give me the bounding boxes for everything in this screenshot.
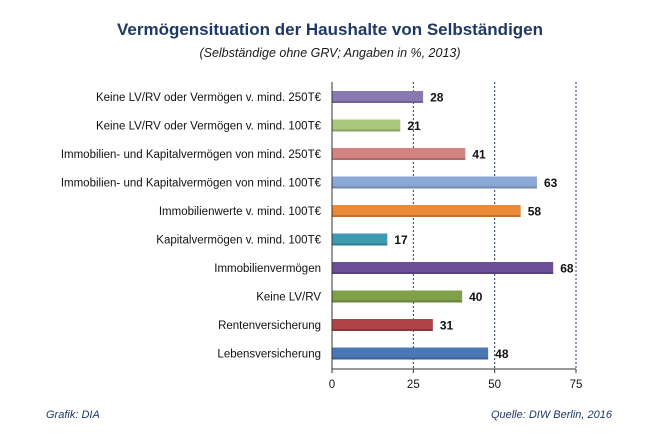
bar-shadow [332,272,554,274]
value-label: 68 [560,262,574,276]
value-label: 31 [440,319,454,333]
bar-shadow [332,158,466,160]
bar-shadow [332,215,521,217]
category-label: Immobilien- und Kapitalvermögen von mind… [61,149,322,161]
value-label: 21 [407,119,421,133]
grid-lines [412,82,577,369]
value-label: 17 [394,233,408,247]
x-tick-label: 75 [570,379,583,391]
bars [332,91,554,360]
category-label: Lebensversicherung [217,349,321,361]
bar-shadow [332,101,424,103]
bar-shadow [332,129,401,132]
bar-shadow [332,243,388,246]
bar-shadow [332,186,537,189]
value-labels: 28 21 41 63 58 17 68 40 31 48 [394,91,574,362]
chart-subtitle: (Selbständige ohne GRV; Angaben in %, 20… [199,46,461,60]
bar [332,119,401,132]
category-label: Immobilienwerte v. mind. 100T€ [159,206,322,218]
footer-credit: Grafik: DIA [46,409,100,421]
value-label: 28 [430,91,444,105]
value-label: 48 [495,347,509,361]
category-labels: Keine LV/RV oder Vermögen v. mind. 250T€… [61,92,322,361]
value-label: 58 [528,205,542,219]
value-label: 63 [544,176,558,190]
bar [332,347,489,360]
category-label: Rentenversicherung [218,320,321,332]
bar-shadow [332,357,489,360]
bar-shadow [332,329,433,331]
bar [332,176,537,189]
bar [332,290,463,303]
bar [332,233,388,246]
category-label: Immobilienvermögen [214,263,321,275]
x-tick-label: 25 [407,379,420,391]
category-label: Keine LV/RV oder Vermögen v. mind. 250T€ [96,92,322,104]
bar-shadow [332,300,463,303]
category-label: Keine LV/RV oder Vermögen v. mind. 100T€ [96,121,322,133]
bar [332,205,521,217]
bar [332,319,433,331]
x-axis: 0 25 50 75 [329,82,583,391]
bar [332,148,466,160]
x-tick-label: 50 [488,379,501,391]
value-label: 40 [469,290,483,304]
bar [332,91,424,103]
chart-title: Vermögensituation der Haushalte von Selb… [116,20,544,39]
x-tick-label: 0 [329,379,335,391]
value-label: 41 [472,148,486,162]
category-label: Keine LV/RV [256,292,321,304]
category-label: Immobilien- und Kapitalvermögen von mind… [61,178,322,190]
bar [332,262,554,274]
footer-source: Quelle: DIW Berlin, 2016 [490,409,612,421]
category-label: Kapitalvermögen v. mind. 100T€ [156,235,321,247]
